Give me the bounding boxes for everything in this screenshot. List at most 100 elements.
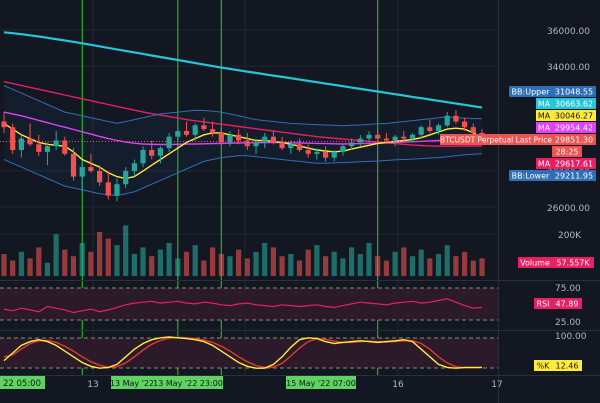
svg-text:13 May '22 23:00: 13 May '22 23:00 <box>153 379 223 388</box>
time-tick: 13 <box>87 380 98 390</box>
volume-bar <box>88 251 94 276</box>
volume-bar <box>1 254 7 276</box>
svg-text:15 May '22 07:00: 15 May '22 07:00 <box>286 379 356 388</box>
candle-body <box>149 150 155 156</box>
stoch-band <box>0 338 498 368</box>
candle-body <box>296 144 303 150</box>
candle-body <box>218 132 224 143</box>
volume-bar <box>392 251 398 276</box>
stoch-tick: 100.00 <box>555 332 587 342</box>
moving-average-lines <box>3 31 483 197</box>
volume-bar <box>349 247 355 276</box>
svg-text:29851.30: 29851.30 <box>555 136 593 145</box>
volume-bar <box>462 251 468 276</box>
candle-body <box>105 182 111 196</box>
rsi-value-label: RSI 47.89 <box>534 298 582 309</box>
series-line-bbupper <box>3 85 483 127</box>
volume-bar <box>444 245 450 276</box>
volume-bar <box>175 258 181 276</box>
candle-body <box>183 131 190 135</box>
candle-body <box>79 167 85 177</box>
volume-bar <box>262 243 268 276</box>
candle-body <box>44 146 50 152</box>
price-tick: 26000.00 <box>547 204 590 214</box>
volume-bar <box>270 247 276 276</box>
candle-body <box>366 134 372 139</box>
volume-bar <box>210 247 216 276</box>
stoch-pane[interactable] <box>0 336 498 369</box>
volume-bar <box>470 260 476 276</box>
volume-bar <box>201 260 207 276</box>
candle-body <box>53 140 59 147</box>
series-line-bblower <box>3 153 483 197</box>
candle-body <box>88 167 94 171</box>
volume-bar <box>62 249 68 276</box>
volume-bar <box>27 258 33 276</box>
svg-text:30046.27: 30046.27 <box>555 112 593 121</box>
series-line-ma <box>3 111 482 146</box>
volume-bar <box>375 256 381 276</box>
candle-body <box>401 136 407 139</box>
volume-bar <box>253 251 259 276</box>
time-axis[interactable]: 13 16 17 22 05:00 13 May '22 13 May '22 … <box>0 375 600 391</box>
volume-bar <box>149 256 155 276</box>
svg-text:12.46: 12.46 <box>556 362 579 371</box>
candle-body <box>175 131 181 137</box>
volume-bar <box>236 249 242 276</box>
volume-bar <box>244 258 250 276</box>
svg-text:28:25: 28:25 <box>555 148 578 157</box>
candle-body <box>375 134 381 139</box>
volume-bar <box>131 254 137 276</box>
candle-body <box>462 121 468 128</box>
volume-bar <box>296 260 303 276</box>
volume-pane[interactable] <box>1 225 485 276</box>
ma-magenta-label: MA 29954.42 <box>536 122 596 133</box>
time-highlight-label: 15 May '22 07:00 <box>286 376 356 389</box>
volume-bar <box>192 245 198 276</box>
time-tick: 17 <box>491 380 502 390</box>
candle-body <box>131 163 137 171</box>
volume-bar <box>288 254 294 276</box>
candle-body <box>270 136 276 143</box>
candle-body <box>244 140 250 147</box>
volume-bar <box>157 249 163 276</box>
volume-bar <box>53 234 59 276</box>
svg-text:MA: MA <box>538 112 551 121</box>
candle-body <box>140 150 146 164</box>
series-line-ma <box>3 31 483 109</box>
svg-text:22 05:00: 22 05:00 <box>3 379 41 389</box>
volume-bar <box>435 254 442 276</box>
candlesticks <box>1 110 485 202</box>
candle-body <box>201 125 207 130</box>
volume-bar <box>331 251 337 276</box>
candle-body <box>435 125 442 131</box>
candle-body <box>253 142 259 147</box>
bollinger-band-area <box>4 85 482 196</box>
candle-body <box>288 144 294 149</box>
svg-text:MA: MA <box>538 100 551 109</box>
ma-red-label: MA 29617.61 <box>536 158 596 169</box>
price-pane[interactable] <box>0 31 498 202</box>
rsi-line <box>3 298 483 314</box>
bb-lower-label: BB:Lower 29211.95 <box>509 170 596 181</box>
volume-bar <box>357 254 363 276</box>
ma-yellow-label: MA 30046.27 <box>536 110 596 121</box>
rsi-pane[interactable] <box>0 287 498 321</box>
time-highlight-label: 13 May '22 <box>110 376 154 389</box>
svg-text:BB:Lower: BB:Lower <box>512 172 550 181</box>
candle-body <box>427 127 433 131</box>
candle-body <box>123 170 129 185</box>
volume-bar <box>323 256 329 276</box>
svg-text:29954.42: 29954.42 <box>555 124 593 133</box>
candle-body <box>357 138 363 143</box>
volume-bar <box>366 243 372 276</box>
volume-bar <box>140 247 146 276</box>
stoch-value-label: %K 12.46 <box>534 360 582 371</box>
candle-body <box>192 125 198 135</box>
price-tick: 36000.00 <box>547 27 590 37</box>
candle-body <box>340 146 346 152</box>
time-highlight-label: 22 05:00 <box>0 376 45 389</box>
series-line-ma <box>3 81 483 147</box>
